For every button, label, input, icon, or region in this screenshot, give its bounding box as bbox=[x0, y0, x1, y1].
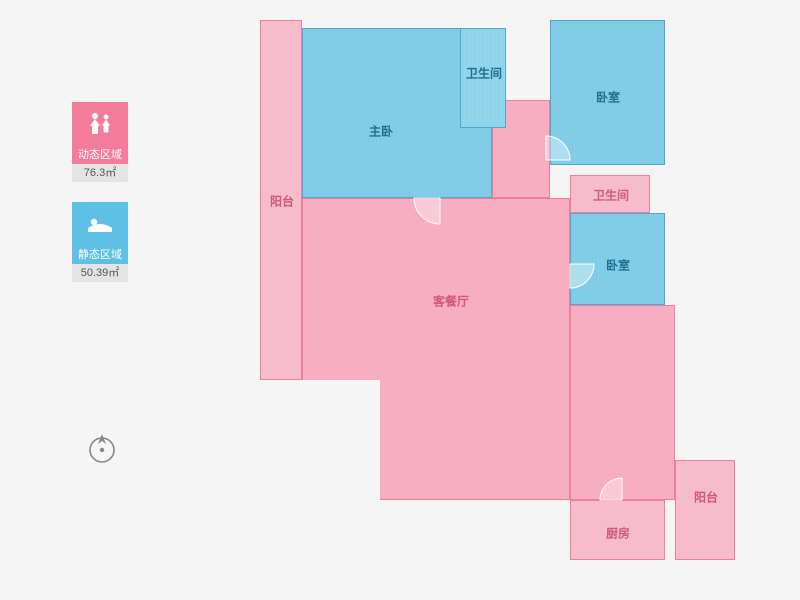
room-balcony_left: 阳台 bbox=[260, 20, 302, 380]
room-label: 卧室 bbox=[596, 89, 620, 106]
room-label: 卫生间 bbox=[466, 65, 502, 82]
legend: 动态区域 76.3㎡ 静态区域 50.39㎡ bbox=[72, 102, 128, 302]
room-label: 卫生间 bbox=[593, 187, 629, 204]
sleep-icon bbox=[72, 202, 128, 246]
room-bedroom_2: 卧室 bbox=[570, 213, 665, 305]
room-balcony_right: 阳台 bbox=[675, 460, 735, 560]
legend-dynamic: 动态区域 76.3㎡ bbox=[72, 102, 128, 182]
room-bathroom_1: 卫生间 bbox=[460, 28, 506, 128]
room-bathroom_2: 卫生间 bbox=[570, 175, 650, 213]
room-kitchen: 厨房 bbox=[570, 500, 665, 560]
legend-dynamic-label: 动态区域 bbox=[72, 146, 128, 164]
floorplan-void bbox=[302, 380, 380, 500]
people-icon bbox=[72, 102, 128, 146]
room-label: 厨房 bbox=[606, 525, 630, 542]
room-label: 阳台 bbox=[270, 193, 294, 210]
legend-static-label: 静态区域 bbox=[72, 246, 128, 264]
room-label: 阳台 bbox=[694, 489, 718, 506]
room-ext bbox=[570, 305, 675, 500]
legend-static-value: 50.39㎡ bbox=[72, 264, 128, 282]
room-label: 卧室 bbox=[606, 257, 630, 274]
legend-static: 静态区域 50.39㎡ bbox=[72, 202, 128, 282]
room-bedroom_1: 卧室 bbox=[550, 20, 665, 165]
room-label: 主卧 bbox=[369, 123, 393, 140]
compass-icon bbox=[84, 430, 120, 466]
room-label: 客餐厅 bbox=[433, 293, 469, 310]
legend-dynamic-value: 76.3㎡ bbox=[72, 164, 128, 182]
